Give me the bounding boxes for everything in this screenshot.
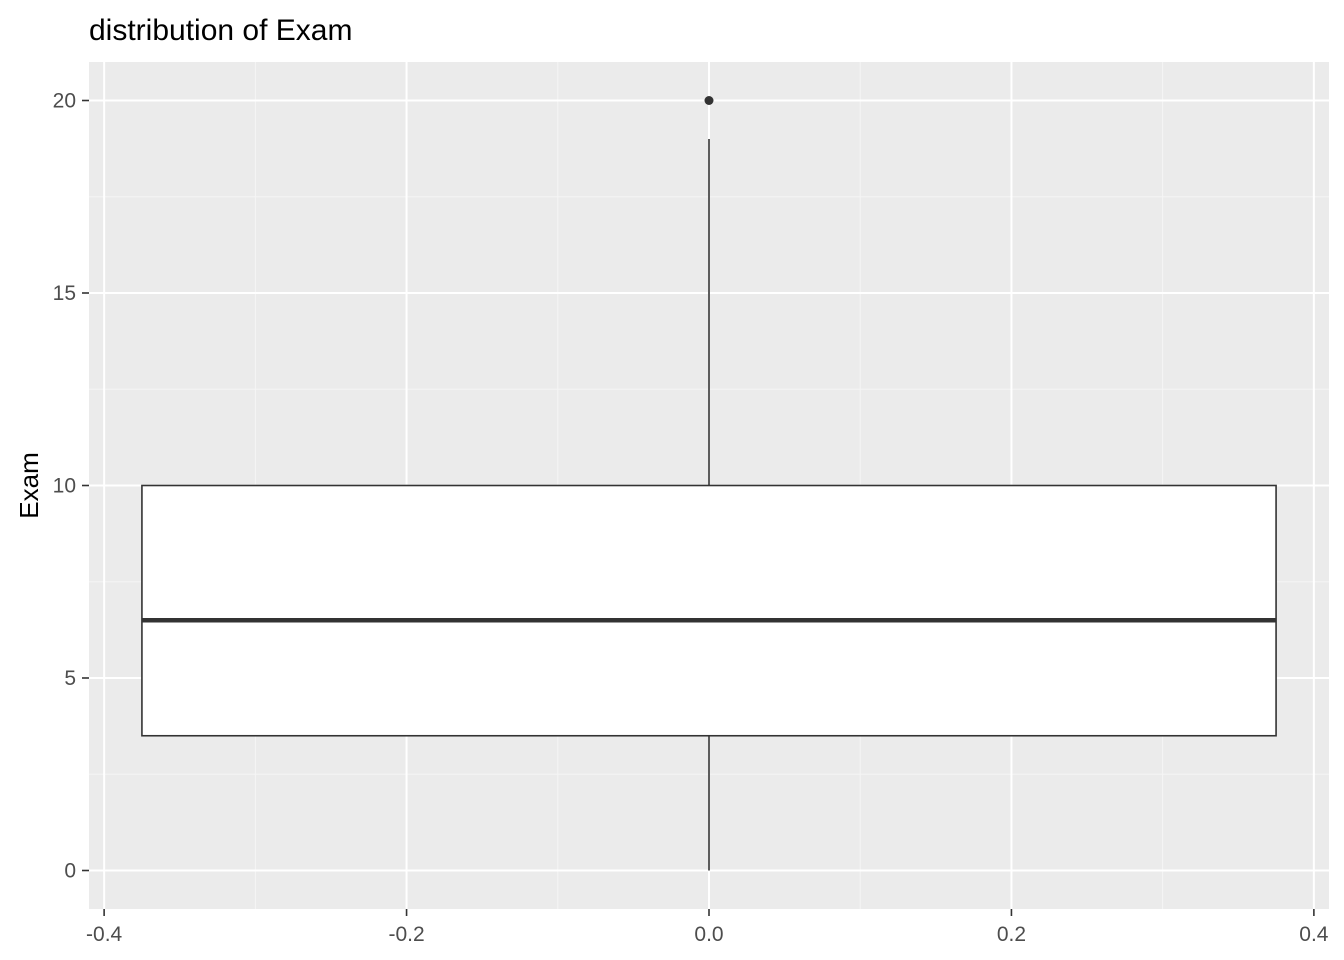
y-axis: 0 5 10 15 20 <box>53 90 89 883</box>
x-tick-label: 0.4 <box>1299 923 1329 946</box>
box-layer <box>141 96 1277 871</box>
x-axis: -0.4 -0.2 0.0 0.2 0.4 <box>86 909 1329 946</box>
interquartile-box <box>141 484 1277 737</box>
y-tick-label: 10 <box>53 475 76 498</box>
y-tick-label: 20 <box>53 90 76 113</box>
y-tick-label: 0 <box>64 860 76 883</box>
chart-title: distribution of Exam <box>89 14 352 47</box>
x-tick-label: -0.4 <box>86 923 123 946</box>
outlier-point <box>704 96 714 105</box>
y-tick-label: 5 <box>64 667 76 690</box>
y-axis-title: Exam <box>14 452 44 518</box>
y-tick-label: 15 <box>53 282 76 305</box>
x-tick-label: 0.2 <box>997 923 1026 946</box>
x-tick-label: 0.0 <box>694 923 723 946</box>
x-tick-label: -0.2 <box>388 923 424 946</box>
